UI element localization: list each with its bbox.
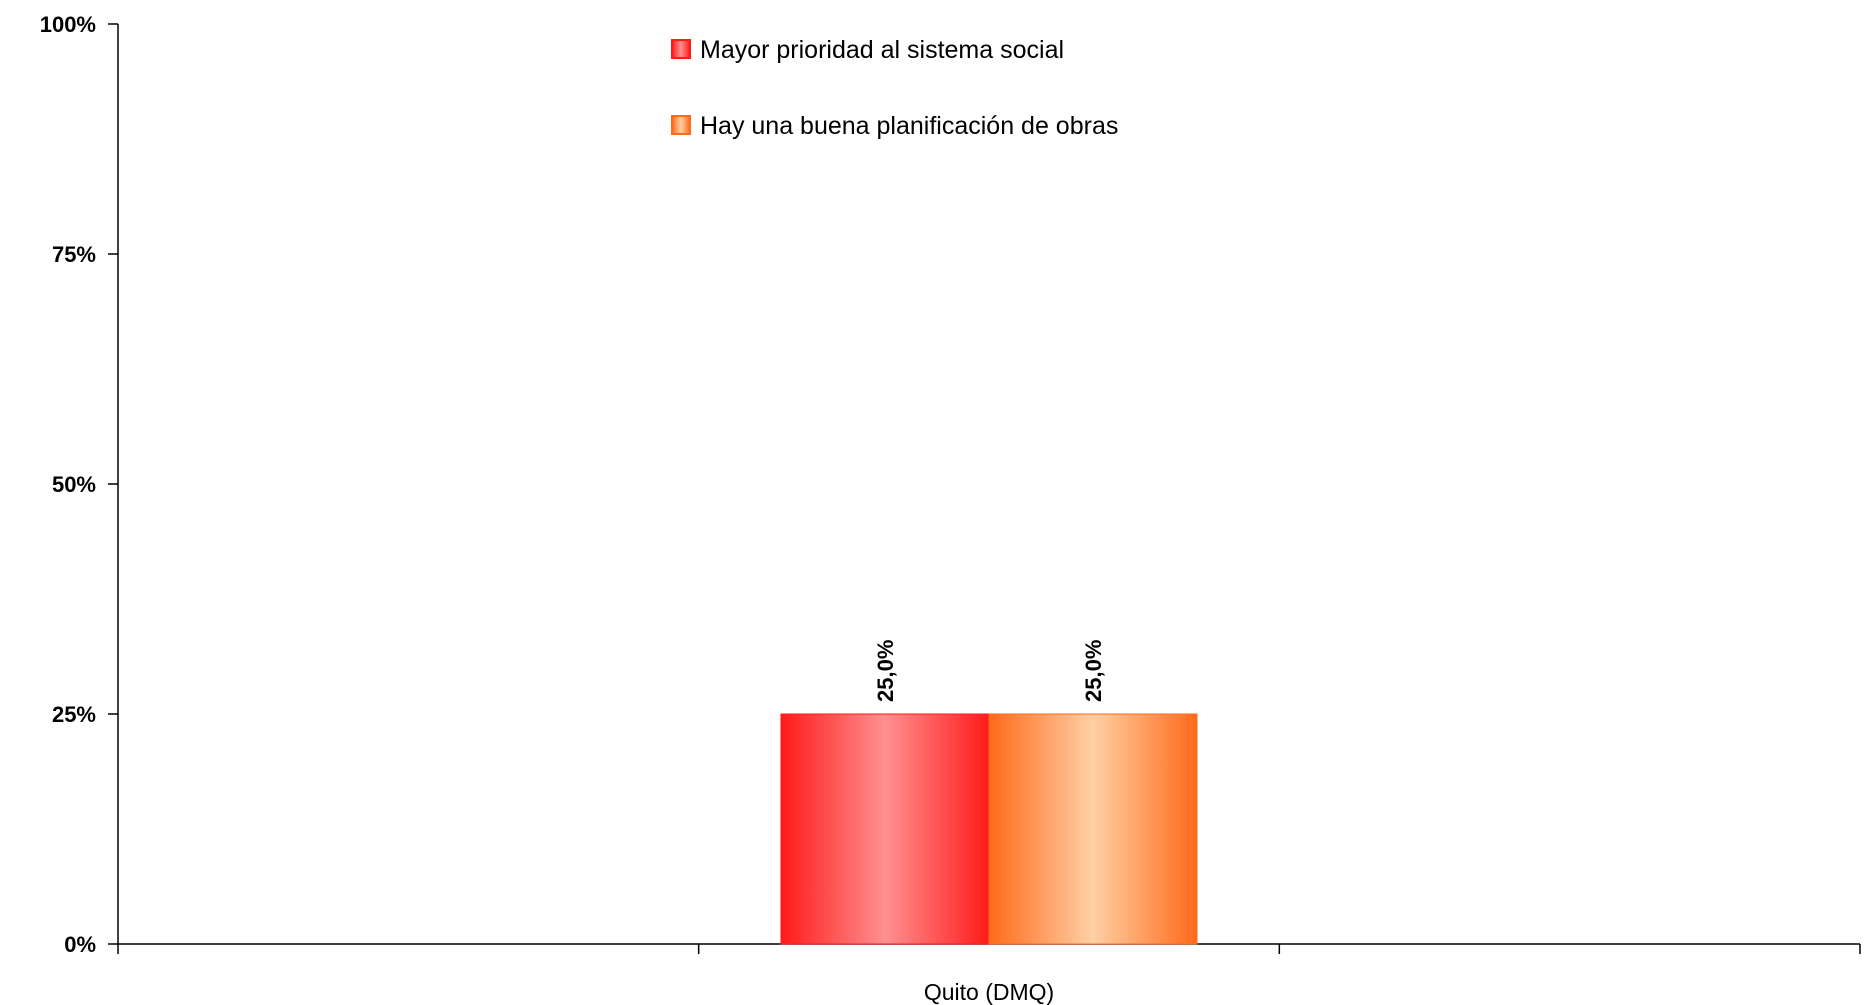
labels: 25,0% 25,0% bbox=[873, 640, 1106, 702]
axes: 0% 25% 50% 75% 100% Quito (DMQ) bbox=[40, 12, 1861, 1005]
y-tick-label: 100% bbox=[40, 12, 96, 37]
y-tick-label: 50% bbox=[52, 472, 96, 497]
bars bbox=[780, 713, 1198, 945]
bar-series-1 bbox=[780, 713, 990, 945]
legend: Mayor prioridad al sistema social Hay una… bbox=[671, 36, 1118, 140]
y-tick-label: 0% bbox=[64, 932, 96, 957]
legend-swatch-1 bbox=[671, 39, 691, 59]
y-tick-label: 75% bbox=[52, 242, 96, 267]
x-category-label: Quito (DMQ) bbox=[924, 979, 1054, 1005]
y-tick-label: 25% bbox=[52, 702, 96, 727]
legend-label-1: Mayor prioridad al sistema social bbox=[700, 36, 1064, 64]
data-label: 25,0% bbox=[873, 640, 898, 702]
bar-series-2 bbox=[988, 713, 1198, 945]
data-label: 25,0% bbox=[1081, 640, 1106, 702]
legend-label-2: Hay una buena planificación de obras bbox=[700, 112, 1118, 140]
legend-swatch-2 bbox=[671, 115, 691, 135]
